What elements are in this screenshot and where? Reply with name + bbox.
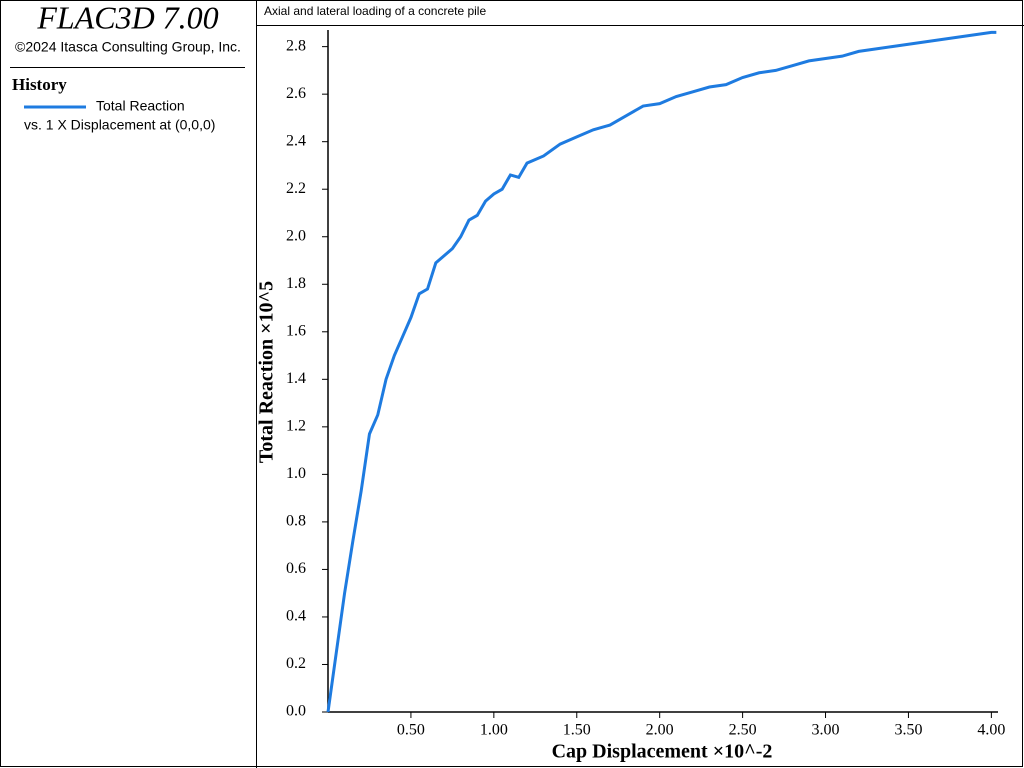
x-tick-label: 0.50 — [397, 722, 425, 739]
y-tick-label: 2.4 — [286, 132, 306, 149]
x-tick-label: 1.50 — [563, 722, 591, 739]
x-tick-label: 3.50 — [894, 722, 922, 739]
y-tick-label: 1.8 — [286, 275, 306, 292]
x-tick-label: 3.00 — [812, 722, 840, 739]
x-tick-label: 2.00 — [646, 722, 674, 739]
y-tick-label: 2.6 — [286, 85, 306, 102]
y-axis-label: Total Reaction ×10^5 — [256, 281, 278, 463]
y-tick-label: 2.8 — [286, 37, 306, 54]
y-tick-label: 1.2 — [286, 418, 306, 435]
y-tick-label: 2.0 — [286, 227, 306, 244]
legend-note: vs. 1 X Displacement at (0,0,0) — [24, 117, 215, 133]
y-tick-label: 0.8 — [286, 513, 306, 530]
y-tick-label: 1.6 — [286, 322, 306, 339]
x-tick-label: 4.00 — [977, 722, 1005, 739]
y-tick-label: 1.4 — [286, 370, 306, 387]
x-tick-label: 1.00 — [480, 722, 508, 739]
copyright: ©2024 Itasca Consulting Group, Inc. — [15, 39, 241, 55]
data-line — [326, 30, 997, 713]
chart-title: Axial and lateral loading of a concrete … — [264, 4, 486, 18]
y-tick-label: 0.6 — [286, 560, 306, 577]
y-tick-label: 0.2 — [286, 655, 306, 672]
panel-title: History — [12, 75, 67, 94]
app-title: FLAC3D 7.00 — [36, 0, 218, 35]
y-tick-label: 0.4 — [286, 608, 306, 625]
y-tick-label: 2.2 — [286, 180, 306, 197]
y-tick-label: 1.0 — [286, 465, 306, 482]
legend-label: Total Reaction — [96, 98, 185, 114]
x-axis-label: Cap Displacement ×10^-2 — [552, 741, 773, 763]
x-tick-label: 2.50 — [729, 722, 757, 739]
y-tick-label: 0.0 — [286, 703, 306, 720]
